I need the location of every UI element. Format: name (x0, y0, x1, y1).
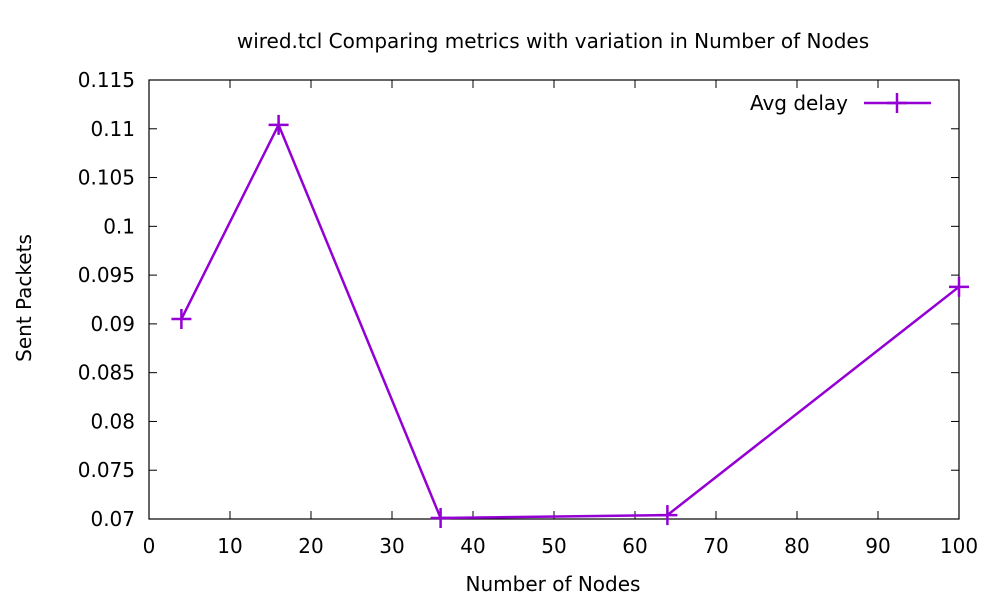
x-tick-label: 30 (379, 534, 404, 558)
legend-label: Avg delay (750, 91, 848, 115)
series-line (180, 121, 960, 520)
y-tick-label: 0.095 (78, 263, 135, 287)
x-tick-label: 10 (217, 534, 242, 558)
data-point-marker (657, 505, 678, 526)
x-tick-label: 80 (784, 534, 809, 558)
data-point-marker (268, 114, 289, 135)
data-point-marker (171, 309, 192, 330)
y-tick-label: 0.1 (103, 214, 135, 238)
y-tick-label: 0.11 (90, 117, 135, 141)
x-tick-label: 20 (298, 534, 323, 558)
y-tick-label: 0.075 (78, 458, 135, 482)
plot-border (148, 79, 960, 520)
y-tick-label: 0.115 (78, 68, 135, 92)
y-axis-label: Sent Packets (12, 234, 36, 362)
x-tick-label: 40 (460, 534, 485, 558)
chart-title: wired.tcl Comparing metrics with variati… (237, 29, 869, 53)
x-tick-label: 0 (143, 534, 156, 558)
x-tick-label: 60 (622, 534, 647, 558)
x-axis-label: Number of Nodes (466, 572, 641, 596)
y-tick-label: 0.105 (78, 166, 135, 190)
legend: Avg delay (750, 91, 931, 115)
y-tick-label: 0.07 (90, 507, 135, 531)
x-tick-label: 50 (541, 534, 566, 558)
y-tick-label: 0.08 (90, 409, 135, 433)
data-point-marker (430, 508, 451, 529)
data-point-marker (949, 276, 969, 297)
x-tick-label: 90 (865, 534, 890, 558)
x-tick-label: 100 (940, 534, 978, 558)
x-tick-label: 70 (703, 534, 728, 558)
plot-area (148, 79, 969, 529)
axis-ticks: 0 10 20 30 40 50 60 70 80 90 100 0.07 0.075 0.08 0.085… (78, 68, 978, 558)
y-tick-label: 0.085 (78, 361, 135, 385)
y-tick-label: 0.09 (90, 312, 135, 336)
